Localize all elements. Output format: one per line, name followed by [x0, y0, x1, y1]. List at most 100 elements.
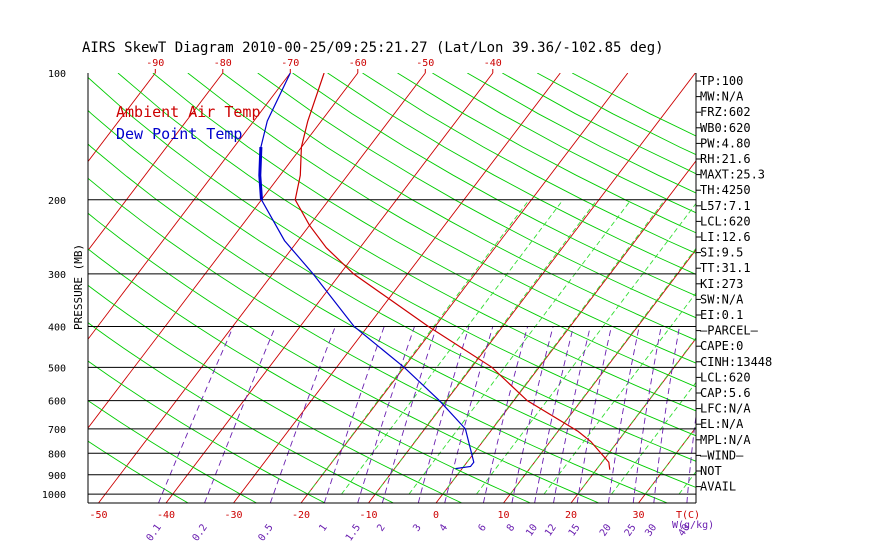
moist-adiabat-line [476, 202, 696, 495]
index-label: EI:0.1 [700, 308, 743, 322]
index-label: RH:21.6 [700, 152, 751, 166]
bottom-temp-tick-label: -30 [224, 510, 242, 521]
index-label: SW:N/A [700, 292, 744, 306]
index-label: EL:N/A [700, 417, 744, 431]
profile-series [258, 73, 611, 470]
mixing-ratio-line [444, 326, 494, 503]
dry-adiabat-line [88, 143, 696, 488]
index-label: CAP:5.6 [700, 386, 751, 400]
moist-adiabat-line [509, 247, 696, 495]
dry-adiabat-line [88, 212, 599, 503]
mixing-ratio-line [482, 326, 529, 503]
dry-adiabat-line [362, 73, 696, 254]
index-label: WB0:620 [700, 121, 751, 135]
dry-adiabat-line [88, 284, 463, 503]
isotherm-line [88, 73, 224, 252]
index-label: LCL:620 [700, 214, 751, 228]
top-temp-tick-label: -40 [484, 58, 502, 69]
dry-adiabat-line [88, 360, 326, 503]
index-label: CINH:13448 [700, 355, 772, 369]
dry-adiabat-line [117, 73, 696, 412]
index-label: SI:9.5 [700, 246, 743, 260]
dew-point-emphasis-segment [258, 147, 263, 200]
index-label: FRZ:602 [700, 105, 751, 119]
mixing-ratio-line [686, 412, 696, 503]
bottom-temp-tick-label: -40 [157, 510, 175, 521]
pressure-tick-label: 900 [48, 471, 66, 482]
isotherm-line [570, 337, 696, 503]
bottom-temp-ticks: -50 -40 -30 -20 -10 0 10 20 30 T(C) [89, 510, 700, 521]
pressure-tick-label: 200 [48, 196, 66, 207]
moist-adiabat-line [543, 292, 696, 495]
mixing-ratio-line [511, 326, 554, 503]
top-temp-tick-label: -50 [416, 58, 434, 69]
isotherm-line [300, 73, 629, 503]
background-grid [88, 73, 696, 503]
bottom-temp-tick-label: -10 [359, 510, 377, 521]
dry-adiabat-line [257, 73, 696, 319]
index-label: —PARCEL— [700, 324, 759, 338]
mixing-ratio-line [653, 326, 680, 503]
index-label: MPL:N/A [700, 433, 751, 447]
mixing-ratio-unit-label: W(g/kg) [672, 520, 714, 531]
top-temp-tick-label: -70 [281, 58, 299, 69]
isotherm-line [233, 73, 561, 503]
legend-air-temp: Ambient Air Temp [116, 103, 261, 121]
mixing-ratio-tick-label: 8 [505, 522, 517, 533]
dry-adiabat-line [88, 440, 189, 503]
bottom-temp-tick-label: 10 [497, 510, 509, 521]
index-label: L57:7.1 [700, 199, 751, 213]
dry-adiabat-line [187, 73, 696, 364]
dry-adiabat-line [88, 248, 531, 503]
pressure-tick-label: 100 [48, 69, 66, 80]
mixing-ratio-tick-label: 6 [476, 522, 488, 533]
dry-adiabat-line [222, 73, 696, 341]
dry-adiabat-line [152, 73, 696, 388]
index-label: LI:12.6 [700, 230, 751, 244]
legend-dew-point: Dew Point Temp [116, 125, 242, 143]
bottom-temp-tick-label: 30 [632, 510, 644, 521]
index-label: TT:31.1 [700, 261, 751, 275]
index-label: KI:273 [700, 277, 743, 291]
mixing-ratio-line [323, 326, 385, 503]
mixing-ratio-line [381, 326, 438, 503]
moist-adiabat-line [644, 426, 696, 495]
mixing-ratio-line [417, 326, 470, 503]
bottom-temp-tick-label: 20 [565, 510, 577, 521]
isotherm-line [435, 160, 696, 503]
mixing-ratio-line [553, 326, 591, 503]
isotherm-line [98, 73, 426, 503]
pressure-tick-label: 700 [48, 425, 66, 436]
index-label: TP:100 [700, 74, 743, 88]
top-temp-tick-label: -60 [349, 58, 367, 69]
dry-adiabat-line [88, 109, 696, 462]
chart-title: AIRS SkewT Diagram 2010-00-25/09:25:21.2… [82, 40, 664, 56]
dry-adiabat-line [88, 177, 668, 503]
index-label: LFC:N/A [700, 402, 751, 416]
top-temp-tick-label: -80 [214, 58, 232, 69]
pressure-tick-label: 400 [48, 323, 66, 334]
bottom-temp-tick-label: -20 [292, 510, 310, 521]
moist-adiabat-line [577, 337, 696, 495]
index-label: MAXT:25.3 [700, 168, 765, 182]
pressure-tick-labels: 100 200 300 400 500 600 700 800 900 1000 [42, 69, 66, 501]
mixing-ratio-tick-label: 4 [438, 522, 450, 533]
index-label: MW:N/A [700, 90, 744, 104]
isotherm-line [88, 73, 156, 163]
mixing-ratio-line [534, 326, 574, 503]
bottom-temp-tick-label: -50 [89, 510, 107, 521]
isotherm-line [638, 426, 696, 503]
index-label: PW:4.80 [700, 136, 751, 150]
mixing-ratio-line [269, 326, 336, 503]
isotherm-line [88, 73, 359, 429]
mixing-ratio-line [632, 326, 662, 503]
mixing-ratio-line [357, 326, 415, 503]
top-temp-ticks: -90 -80 -70 -60 -50 -40 [146, 58, 502, 73]
pressure-tick-label: 1000 [42, 490, 66, 501]
mixing-ratio-tick-label: 1 [317, 522, 329, 533]
mixing-ratio-tick-label: 3 [411, 522, 423, 533]
mixing-ratio-line [607, 326, 640, 503]
dry-adiabat-line [88, 76, 696, 437]
